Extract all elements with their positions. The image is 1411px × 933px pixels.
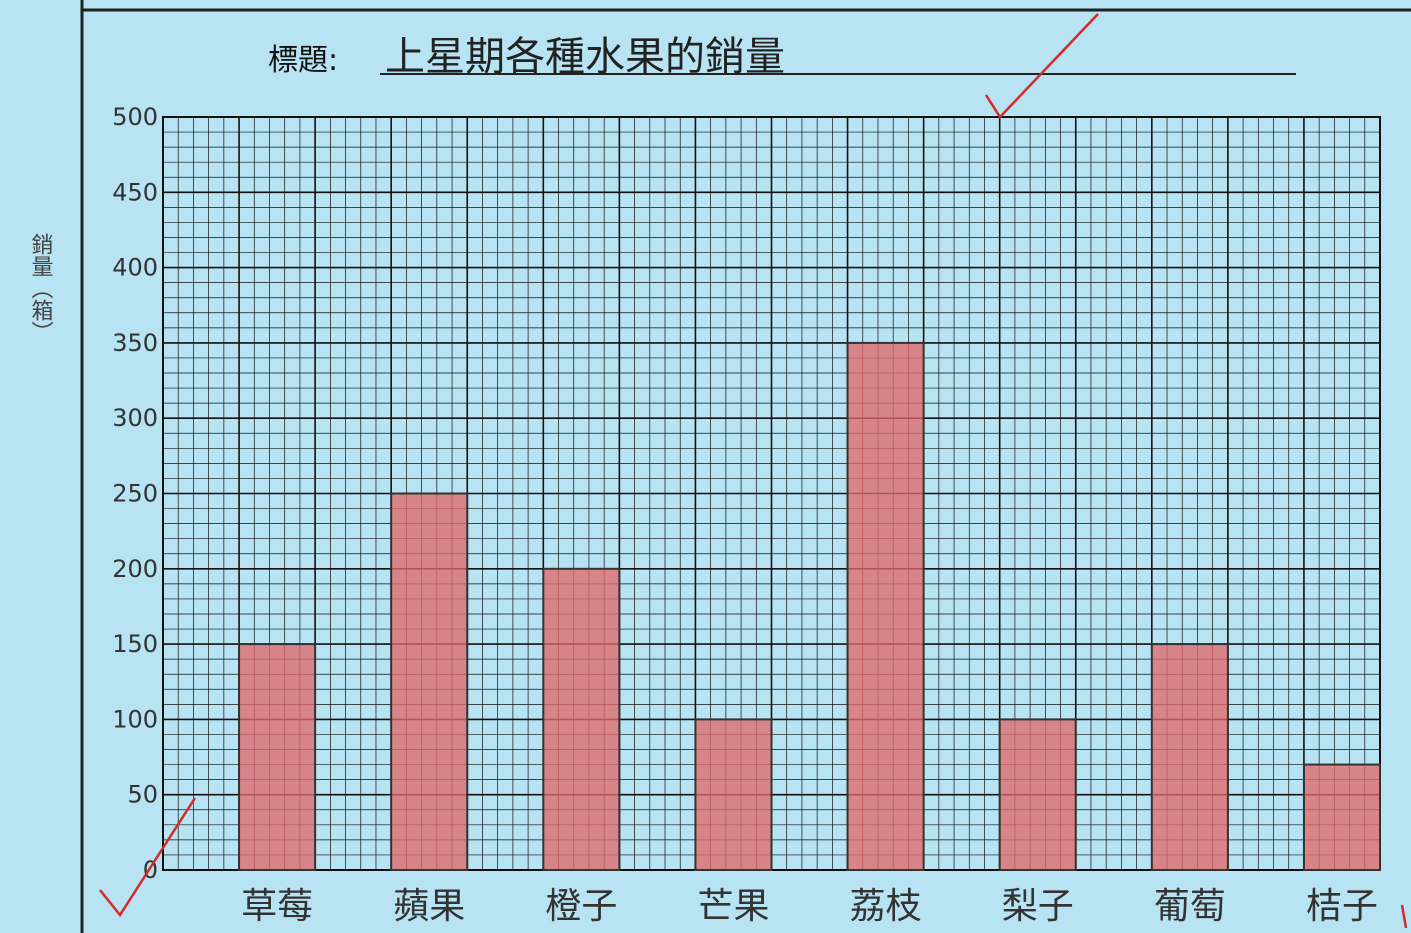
bar bbox=[542, 567, 621, 871]
x-tick-label: 梨子 bbox=[1002, 886, 1074, 927]
bar bbox=[694, 718, 773, 872]
bar bbox=[390, 492, 469, 871]
y-tick-label: 150 bbox=[112, 630, 158, 658]
y-tick-label: 350 bbox=[112, 329, 158, 357]
chart-title: 上星期各種水果的銷量 bbox=[385, 34, 785, 80]
title-prefix: 標題: bbox=[268, 43, 338, 78]
x-tick-label: 橙子 bbox=[545, 886, 617, 927]
x-tick-label: 荔枝 bbox=[850, 886, 922, 927]
y-tick-label: 100 bbox=[112, 705, 158, 733]
bar bbox=[998, 718, 1077, 872]
check-mark-icon bbox=[984, 13, 1099, 120]
y-axis-label: 銷量（箱） bbox=[28, 233, 54, 343]
bars bbox=[238, 341, 1381, 872]
x-tick-label: 葡萄 bbox=[1154, 886, 1226, 927]
check-mark-icon bbox=[1400, 904, 1408, 929]
bar bbox=[1302, 763, 1381, 872]
x-tick-label: 芒果 bbox=[697, 886, 769, 927]
y-tick-label: 450 bbox=[112, 178, 158, 206]
y-tick-label: 200 bbox=[112, 555, 158, 583]
y-tick-label: 500 bbox=[112, 103, 158, 131]
bar bbox=[1150, 643, 1229, 871]
bar bbox=[846, 341, 925, 871]
y-tick-label: 50 bbox=[127, 781, 158, 809]
x-tick-label: 草莓 bbox=[241, 886, 313, 927]
y-tick-label: 400 bbox=[112, 254, 158, 282]
y-tick-label: 300 bbox=[112, 404, 158, 432]
bar bbox=[238, 643, 317, 871]
y-tick-label: 250 bbox=[112, 480, 158, 508]
check-mark-icon bbox=[99, 797, 197, 918]
x-tick-label: 蘋果 bbox=[393, 886, 465, 927]
x-tick-label: 桔子 bbox=[1306, 886, 1378, 927]
x-tick-labels: 草莓 蘋果 橙子 芒果 荔枝 梨子 葡萄 桔子 bbox=[241, 886, 1378, 927]
